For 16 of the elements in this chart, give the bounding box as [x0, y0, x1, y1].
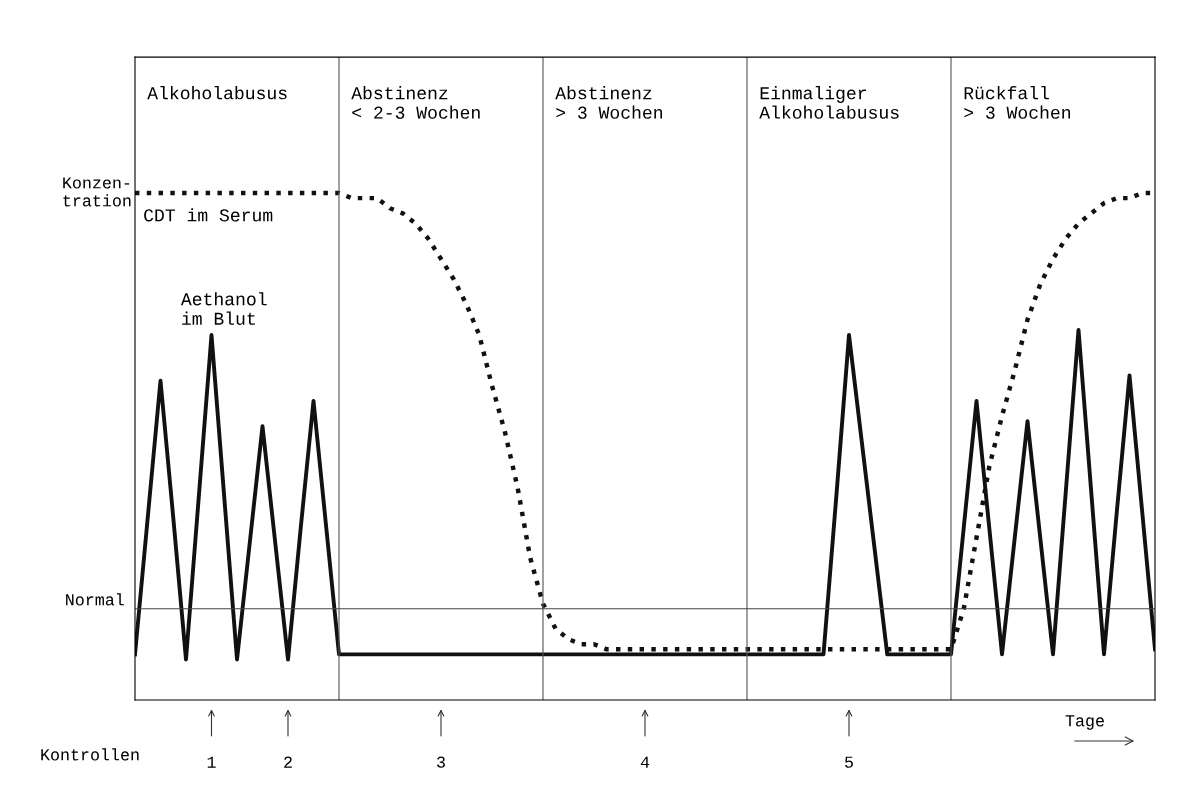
- y-axis-title: Konzen- tration: [63, 177, 131, 207]
- ref-line-label: Normal: [66, 593, 124, 606]
- text: Abstinenz < 2-3 Wochen: [351, 86, 480, 119]
- x-tick-label: 1: [207, 756, 216, 768]
- x-tick-label: 5: [845, 756, 853, 768]
- text: Alkoholabusus: [147, 86, 287, 100]
- text: Kontrollen: [41, 748, 139, 761]
- series-label: CDT im Serum: [144, 208, 273, 222]
- x-tick-label: 3: [437, 756, 445, 768]
- text: Abstinenz > 3 Wochen: [555, 86, 662, 119]
- series-label: Aethanol im Blut: [180, 292, 267, 325]
- text: Einmaliger Alkoholabusus: [759, 86, 899, 119]
- x-axis-title: Tage: [1065, 715, 1104, 730]
- x-tick-label: 2: [284, 756, 292, 768]
- text: Rückfall > 3 Wochen: [964, 86, 1070, 119]
- x-tick-label: 4: [640, 756, 650, 768]
